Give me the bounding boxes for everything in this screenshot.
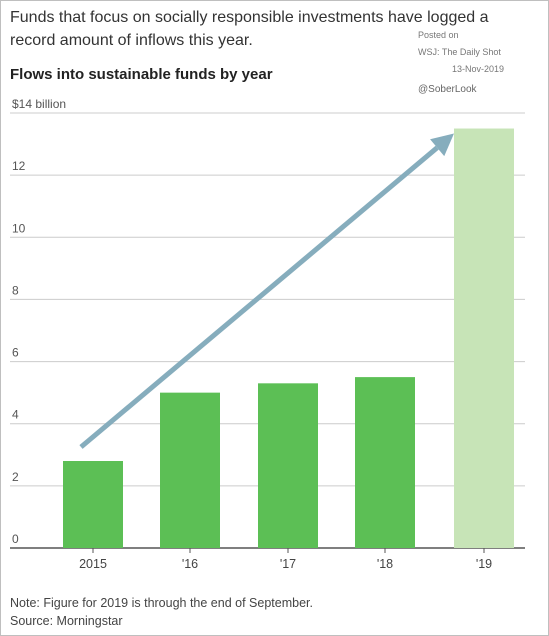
y-tick-label: $14 billion [12, 97, 66, 111]
watermark-handle: @SoberLook [418, 84, 477, 95]
bars [63, 128, 514, 549]
bar [63, 461, 123, 548]
y-tick-label: 0 [12, 532, 19, 546]
x-tick-label: '19 [476, 557, 492, 571]
footnote: Note: Figure for 2019 is through the end… [10, 596, 313, 610]
bar [160, 392, 220, 548]
x-tick-label: 2015 [79, 557, 107, 571]
trend-arrow [79, 133, 454, 449]
bar [355, 377, 415, 548]
chart-subtitle: Funds that focus on socially responsible… [10, 9, 489, 49]
trend-arrow-shaft [79, 145, 439, 449]
y-tick-label: 2 [12, 470, 19, 484]
y-axis-labels: 0 2 4 6 8 10 12 $14 billion [12, 97, 66, 546]
x-tick-label: '18 [377, 557, 393, 571]
x-tick-label: '17 [280, 557, 296, 571]
y-tick-label: 4 [12, 408, 19, 422]
y-tick-label: 6 [12, 346, 19, 360]
watermark-posted-on: Posted on [418, 30, 459, 40]
watermark-source: WSJ: The Daily Shot [418, 47, 501, 57]
y-tick-label: 10 [12, 221, 26, 235]
trend-arrow-head [430, 133, 454, 157]
bar [454, 128, 514, 549]
chart-title: Flows into sustainable funds by year [10, 66, 273, 83]
y-tick-label: 12 [12, 159, 26, 173]
watermark-date: 13-Nov-2019 [452, 64, 505, 74]
bar [258, 383, 318, 548]
y-tick-label: 8 [12, 283, 19, 297]
x-tick-label: '16 [182, 557, 198, 571]
x-axis-labels: 2015 '16 '17 '18 '19 [79, 548, 492, 571]
source-note: Source: Morningstar [10, 614, 123, 628]
